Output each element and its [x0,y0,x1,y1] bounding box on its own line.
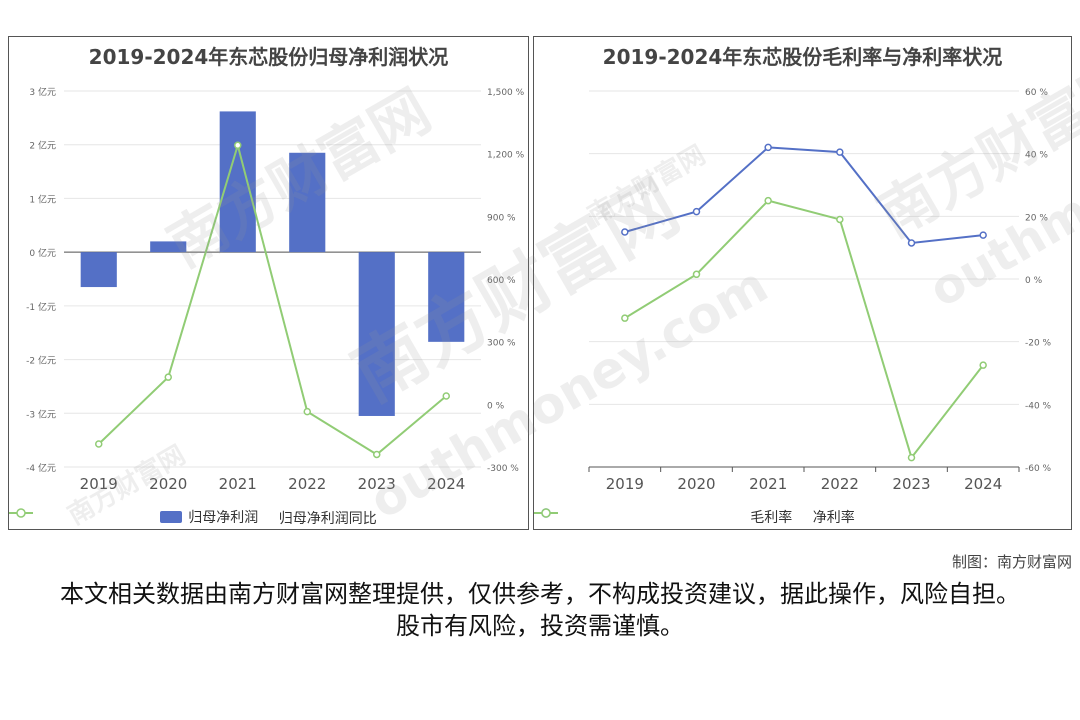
yoy-point [373,450,381,459]
y-tick-label: -3 亿元 [26,408,56,420]
gross-margin-point [979,231,987,239]
y2-tick-label: 900 % [487,213,516,223]
x-tick-label: 2020 [677,475,715,493]
y-tick-label: 40 % [1025,151,1048,161]
profit-chart-title: 2019-2024年东芯股份归母净利润状况 [88,45,449,69]
y2-tick-label: 300 % [487,339,516,349]
x-tick-label: 2020 [149,475,187,493]
net-margin-point [907,453,916,462]
bar-net-profit [289,152,326,253]
legend-item-net-margin[interactable]: 净利率 [534,507,855,527]
net-margin-point [692,270,701,279]
gross-margin-point [621,228,629,236]
gross-margin-point [764,143,772,152]
x-tick-label: 2019 [80,475,118,493]
legend-label-gross-margin: 毛利率 [750,510,793,526]
x-tick-label: 2023 [892,475,930,493]
x-tick-label: 2022 [288,475,326,493]
y-tick-label: 0 亿元 [29,247,56,259]
y-tick-label: -2 亿元 [26,355,56,367]
x-tick-label: 2024 [964,475,1002,493]
margin-chart-panel: 2019-2024年东芯股份毛利率与净利率状况 60 % 40 % 20 % 0 % -… [533,36,1072,530]
profit-chart-legend: 归母净利润 归母净利润同比 [9,507,528,528]
gross-margin-line [624,146,984,245]
y-tick-label: -40 % [1025,401,1052,411]
disclaimer-text: 本文相关数据由南方财富网整理提供，仅供参考，不构成投资建议，据此操作，风险自担。… [60,580,1020,640]
x-tick-label: 2023 [358,475,396,493]
x-tick-label: 2024 [427,475,465,493]
y2-tick-label: -300 % [487,464,519,474]
y2-tick-label: 1,200 % [487,151,525,161]
legend-item-gross-margin[interactable]: 毛利率 [534,507,793,527]
y-tick-label: 0 % [1025,276,1043,286]
net-margin-point [621,314,629,322]
y-tick-label: 2 亿元 [29,140,56,152]
y-tick-label: 1 亿元 [29,193,56,205]
bar-net-profit [80,252,117,288]
x-tick-label: 2021 [749,475,787,493]
y-tick-label: 3 亿元 [29,86,56,98]
y-tick-label: -20 % [1025,339,1052,349]
legend-item-net-profit[interactable]: 归母净利润 [160,507,258,527]
y-tick-label: 60 % [1025,88,1048,98]
profit-chart-svg: 3 亿元 2 亿元 1 亿元 0 亿元 -1 亿元 -2 亿元 -3 亿元 -4 亿元 1,50… [26,86,525,493]
bar-net-profit [358,252,395,416]
net-margin-point [979,361,987,369]
legend-line-swatch-icon [9,508,33,518]
yoy-point [95,440,103,448]
y2-tick-label: 600 % [487,276,516,286]
y-tick-label: -60 % [1025,464,1052,474]
yoy-point [234,141,242,150]
y-tick-label: 20 % [1025,213,1048,223]
gross-margin-point [692,207,701,216]
x-tick-label: 2021 [219,475,257,493]
legend-item-yoy[interactable]: 归母净利润同比 [9,508,377,528]
y2-tick-label: 0 % [487,401,505,411]
profit-chart-panel: 2019-2024年东芯股份归母净利润状况 3 亿元 2 亿元 1 亿元 0 亿元 -1… [8,36,529,530]
y-tick-label: -4 亿元 [26,462,56,474]
y-tick-label: -1 亿元 [26,301,56,313]
legend-line-swatch-icon [534,508,558,518]
legend-label-net-profit: 归母净利润 [188,510,259,526]
net-margin-point [764,196,772,205]
margin-chart-svg: 60 % 40 % 20 % 0 % -20 % -40 % -60 % 2019 2020 20… [588,88,1052,493]
yoy-point [303,407,311,416]
x-tick-label: 2019 [606,475,644,493]
yoy-line [98,141,447,456]
bar-net-profit [150,241,187,253]
gross-margin-point [907,239,916,247]
yoy-point [164,373,172,381]
bar-net-profit [219,111,256,253]
source-credit: 制图：南方财富网 [951,553,1072,571]
legend-bar-swatch [160,511,183,523]
gross-margin-point [836,148,844,156]
net-margin-line [624,199,984,460]
margin-chart-title: 2019-2024年东芯股份毛利率与净利率状况 [602,45,1003,69]
net-margin-point [836,215,844,224]
x-tick-label: 2022 [821,475,859,493]
yoy-point [442,392,450,400]
legend-label-net-margin: 净利率 [812,510,855,526]
legend-label-yoy: 归母净利润同比 [278,511,377,527]
bar-net-profit [428,252,465,342]
y2-tick-label: 1,500 % [487,88,525,98]
margin-chart-legend: 毛利率 净利率 [534,507,1071,527]
